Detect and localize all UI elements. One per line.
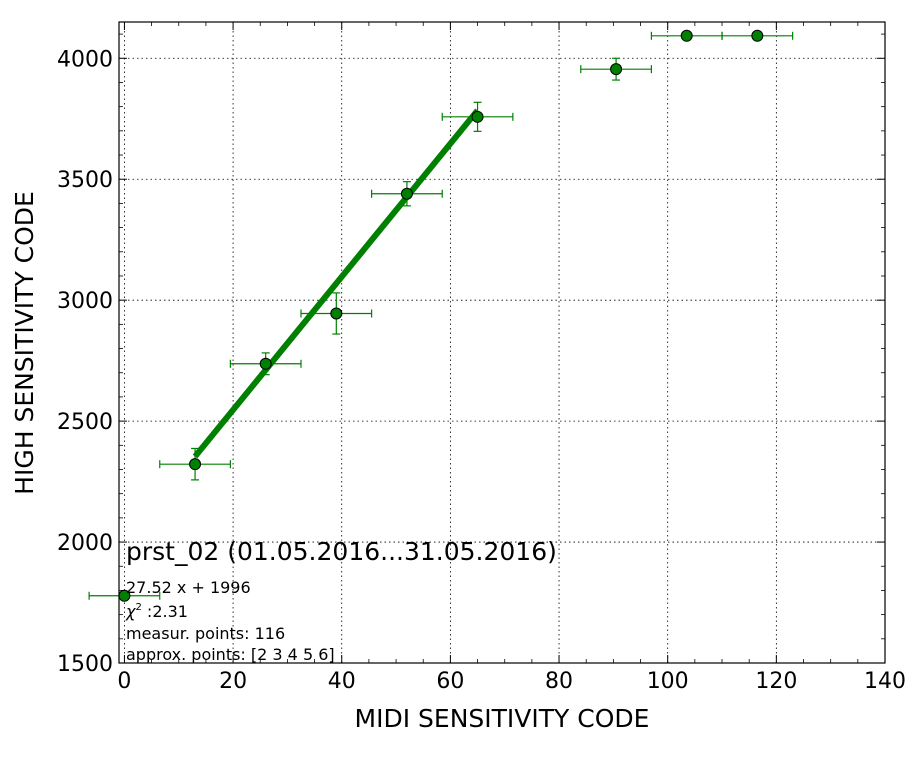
x-tick-label: 60: [436, 669, 464, 694]
data-points: [88, 29, 794, 602]
y-tick-label: 1500: [57, 652, 113, 677]
data-point: [330, 307, 343, 320]
chi-value: :2.31: [142, 602, 188, 621]
fit-line: [192, 108, 480, 459]
chi-square: χ2 :2.31: [125, 602, 188, 621]
grid: [119, 22, 885, 663]
y-axis-label: HIGH SENSITIVITY CODE: [10, 191, 39, 495]
plot-frame: [118, 21, 886, 664]
x-tick-label: 40: [328, 669, 356, 694]
x-tick-label: 20: [219, 669, 247, 694]
data-point: [189, 458, 202, 471]
data-point: [259, 357, 272, 370]
y-tick-label: 3500: [57, 168, 113, 193]
data-point: [751, 29, 764, 42]
data-point-group: [159, 447, 231, 481]
chi-symbol: χ: [125, 602, 136, 621]
data-point: [400, 187, 413, 200]
approx-points: approx. points: [2 3 4 5 6]: [126, 645, 335, 664]
fit-equation: 27.52 x + 1996: [126, 578, 251, 597]
chi-power: 2: [135, 602, 141, 613]
x-tick-label: 0: [117, 669, 131, 694]
y-tick-label: 2000: [57, 531, 113, 556]
y-tick-label: 2500: [57, 410, 113, 435]
axis-ticks: 0 20 40 60 80 100 120 140 1500 2000 2500 3000 3500 40…: [57, 22, 906, 694]
y-tick-label: 4000: [57, 47, 113, 72]
chart-title: prst_02 (01.05.2016...31.05.2016): [126, 537, 557, 566]
data-point-group: [441, 101, 514, 132]
data-point: [471, 110, 484, 123]
data-point-group: [580, 57, 652, 81]
x-tick-label: 80: [545, 669, 573, 694]
x-tick-label: 120: [755, 669, 797, 694]
data-point: [610, 63, 623, 76]
data-point-group: [371, 181, 443, 207]
measur-points: measur. points: 116: [126, 624, 285, 643]
data-point-group: [721, 29, 794, 42]
y-tick-label: 3000: [57, 289, 113, 314]
data-point-group: [650, 29, 723, 42]
plot-area-background: [119, 22, 885, 663]
x-tick-label: 140: [864, 669, 906, 694]
data-point-group: [229, 352, 302, 376]
data-point-group: [300, 292, 373, 335]
fit-line-group: [192, 108, 480, 459]
x-axis-label: MIDI SENSITIVITY CODE: [355, 704, 650, 733]
x-tick-label: 100: [647, 669, 689, 694]
data-point: [680, 29, 693, 42]
